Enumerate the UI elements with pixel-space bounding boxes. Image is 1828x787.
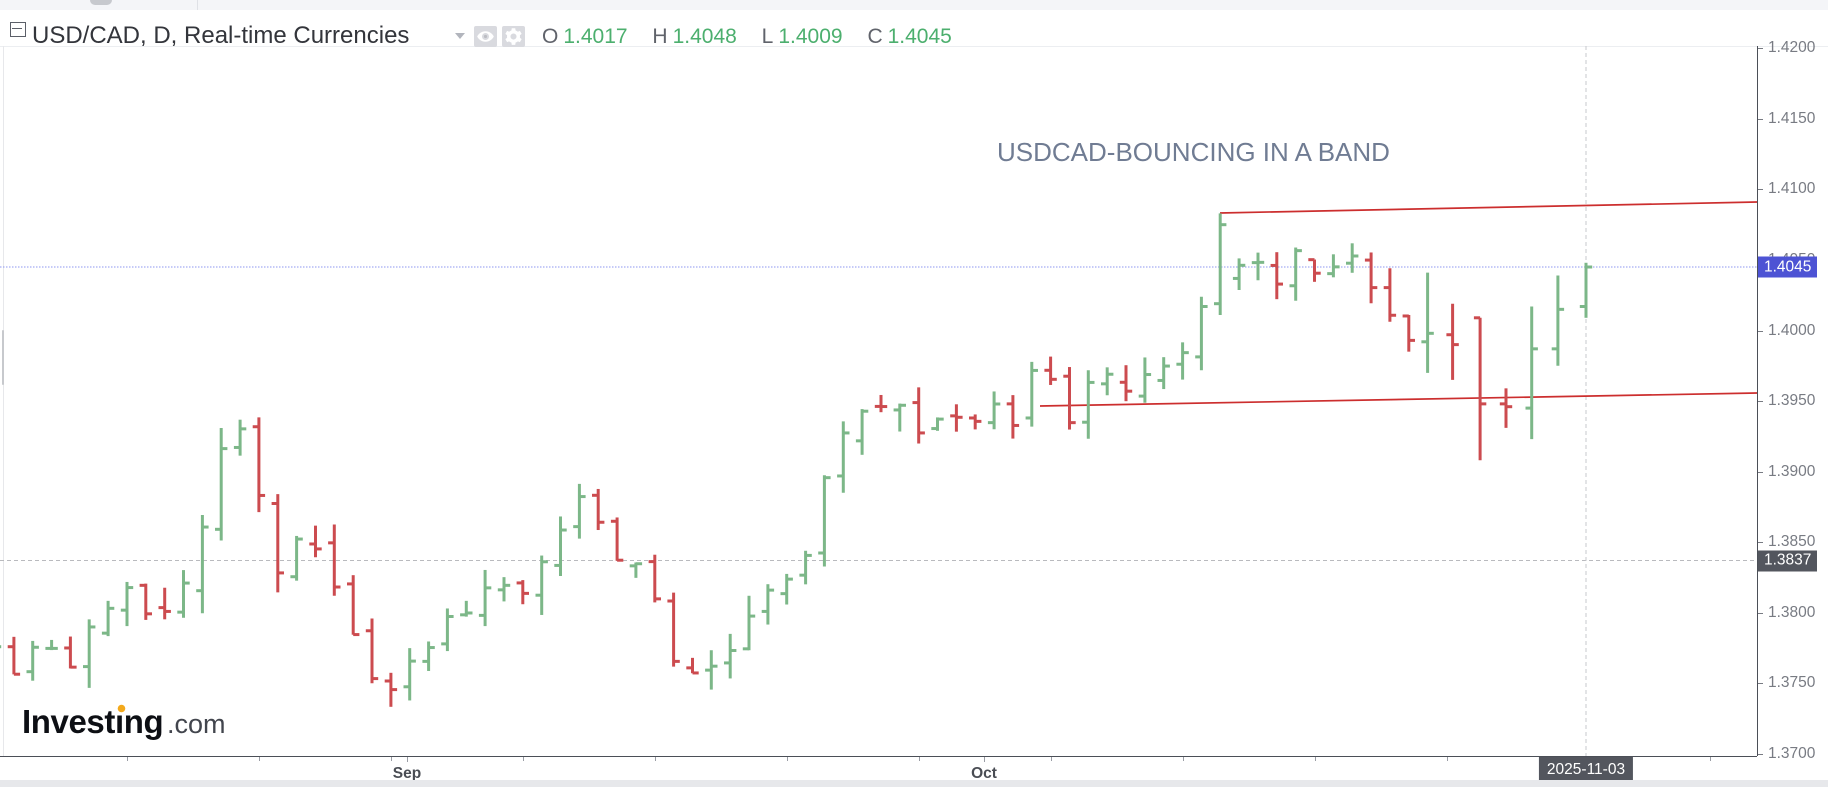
svg-text:.com: .com — [167, 709, 226, 739]
svg-text:Investing: Investing — [22, 703, 163, 740]
svg-text:USDCAD-BOUNCING IN A BAND: USDCAD-BOUNCING IN A BAND — [997, 137, 1390, 167]
